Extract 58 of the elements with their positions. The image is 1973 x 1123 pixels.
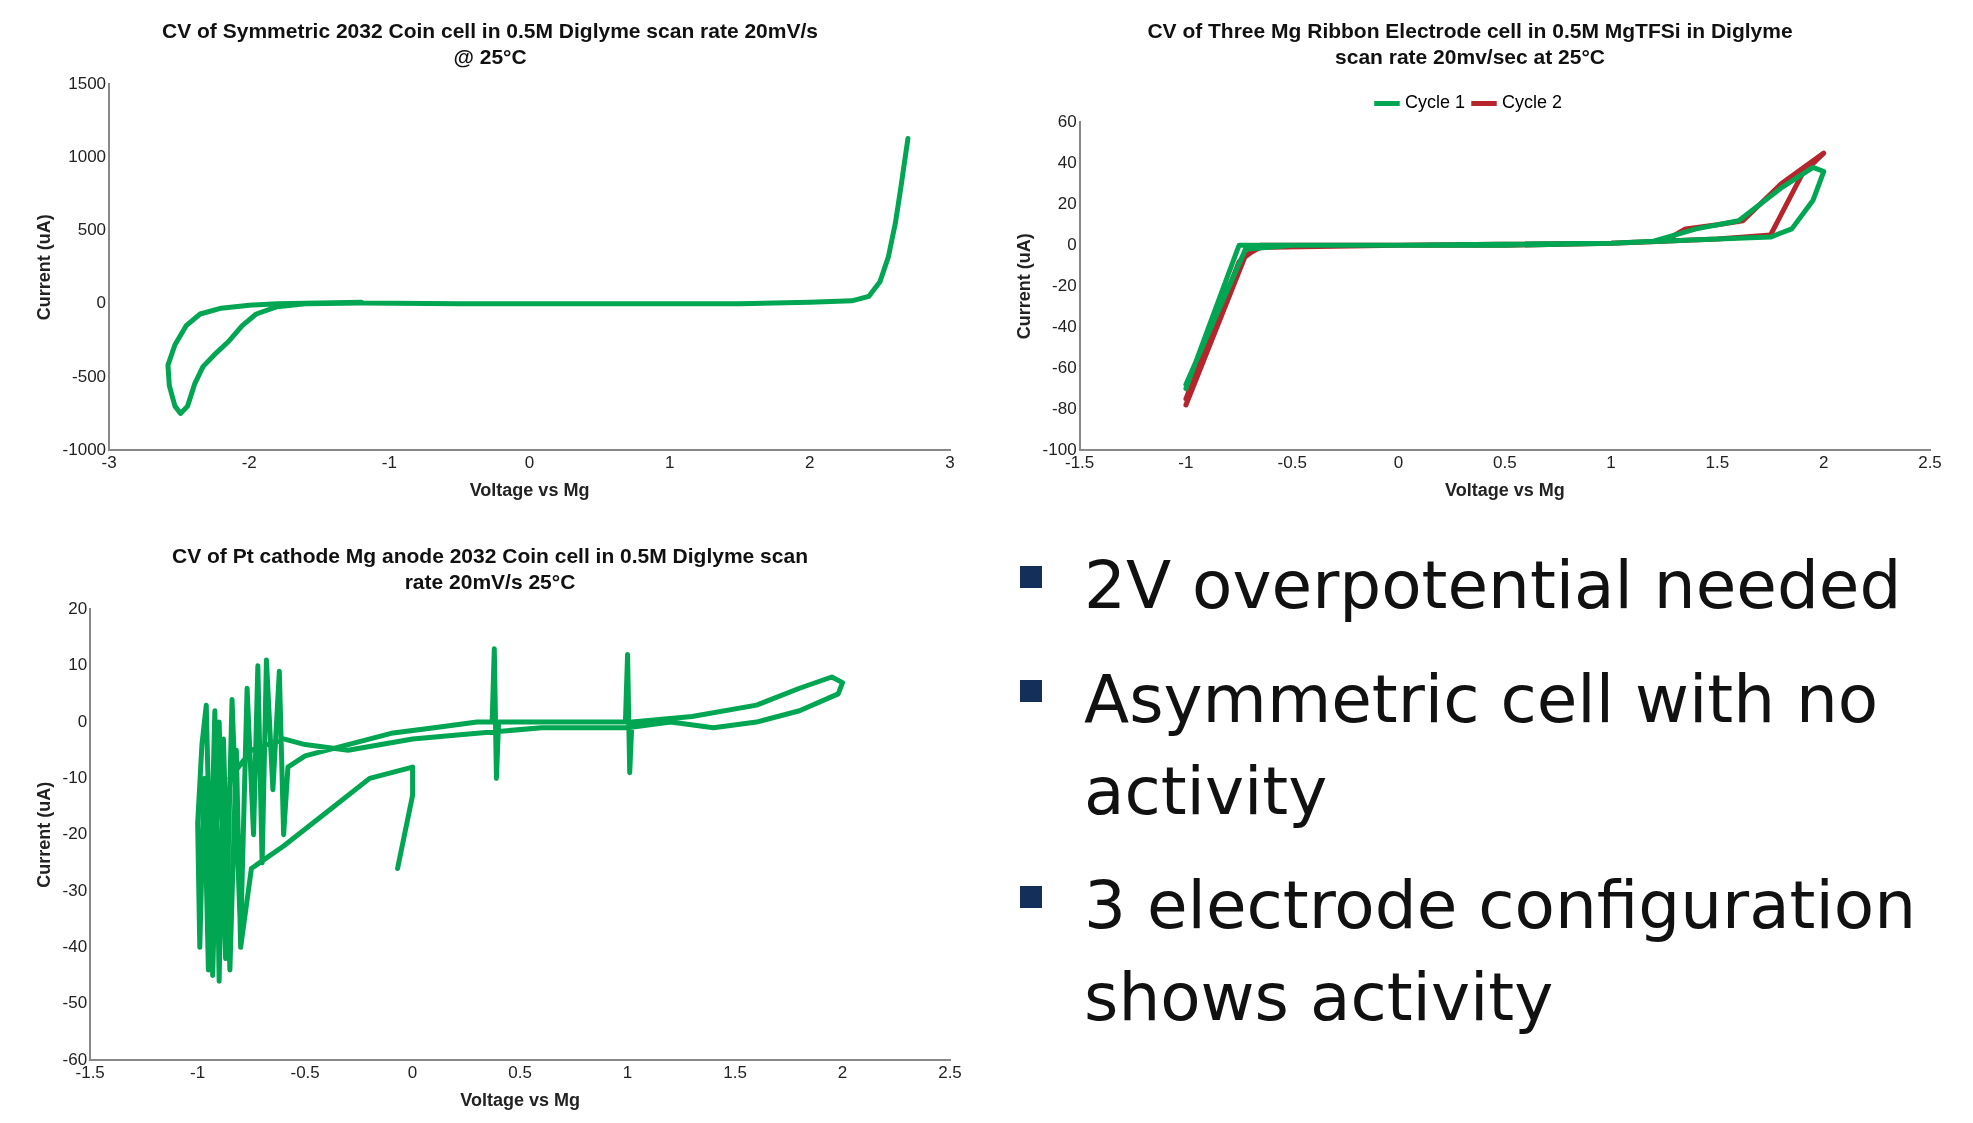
y-axis-title: Current (uA) (1013, 233, 1034, 340)
y-tick-label: 1500 (68, 74, 107, 94)
x-tick-label: 1.5 (1705, 452, 1730, 472)
y-tick-label: -40 (62, 937, 88, 957)
x-axis-title: Voltage vs Mg (460, 1090, 580, 1111)
y-tick-label: 20 (68, 599, 88, 619)
y-tick-label: 0 (1067, 234, 1077, 254)
x-tick-label: 1 (622, 1062, 633, 1082)
x-tick-label: 0 (407, 1062, 418, 1082)
x-tick-label: 1.5 (723, 1062, 747, 1082)
text: 2V overpotential needed (1084, 546, 1902, 626)
chart-title: CV of Pt cathode Mg anode 2032 Coin cell in 0.5M Diglyme scan rate 20mV/s 25°C (172, 544, 808, 593)
y-tick-label: 60 (1057, 112, 1077, 132)
y-tick-label: -30 (62, 880, 88, 900)
x-tick-label: -0.5 (1277, 452, 1307, 472)
x-tick-label: -2 (241, 452, 257, 472)
x-tick-label: 0 (1393, 452, 1404, 472)
legend-label: Cycle 2 (1502, 92, 1563, 113)
x-tick-label: -1 (1178, 452, 1194, 472)
text: Asymmetric cell with no activity (1084, 660, 1880, 832)
x-tick-label: 3 (945, 452, 955, 472)
y-tick-label: -10 (62, 768, 88, 788)
legend-label: Cycle 1 (1404, 92, 1466, 113)
x-tick-label: -0.5 (290, 1062, 320, 1082)
x-tick-label: 2 (1818, 452, 1829, 472)
y-tick-label: 1000 (68, 147, 107, 167)
y-tick-label: 20 (1057, 193, 1077, 213)
text: 3 electrode configuration shows activity (1084, 866, 1918, 1038)
y-tick-label: -500 (72, 366, 107, 386)
x-tick-label: 1 (664, 452, 675, 472)
x-tick-label: -1 (381, 452, 397, 472)
y-tick-label: 0 (96, 293, 107, 313)
x-axis-title: Voltage vs Mg (469, 480, 590, 501)
y-tick-label: 10 (68, 655, 88, 675)
y-tick-label: 500 (77, 220, 107, 240)
chart-title: CV of Symmetric 2032 Coin cell in 0.5M Diglyme scan rate 20mV/s @ 25°C (162, 19, 818, 68)
y-tick-label: 0 (77, 711, 88, 731)
x-tick-label: 1 (1606, 452, 1616, 472)
x-tick-label: 2.5 (1918, 452, 1942, 472)
chart-title: CV of Three Mg Ribbon Electrode cell in 0.5M MgTFSi in Diglyme scan rate 20mv/sec at 25°C (1147, 19, 1793, 68)
x-tick-label: 0 (524, 452, 535, 472)
x-tick-label: 0.5 (1492, 452, 1517, 472)
y-axis-title: Current (uA) (33, 214, 54, 321)
y-tick-label: -80 (1052, 398, 1077, 418)
y-tick-label: -1000 (62, 439, 107, 459)
y-tick-label: -60 (1052, 357, 1077, 377)
y-tick-label: -20 (1052, 275, 1077, 295)
y-tick-label: -50 (62, 993, 88, 1013)
y-tick-label: -20 (62, 824, 88, 844)
x-tick-label: 0.5 (508, 1062, 532, 1082)
x-tick-label: 2.5 (938, 1062, 962, 1082)
x-tick-label: 2 (805, 452, 815, 472)
y-axis-title: Current (uA) (33, 781, 54, 888)
y-tick-label: 40 (1057, 153, 1077, 173)
x-tick-label: 2 (837, 1062, 848, 1082)
x-tick-label: -1 (190, 1062, 206, 1082)
x-axis-title: Voltage vs Mg (1444, 480, 1565, 501)
y-tick-label: -40 (1052, 316, 1077, 336)
